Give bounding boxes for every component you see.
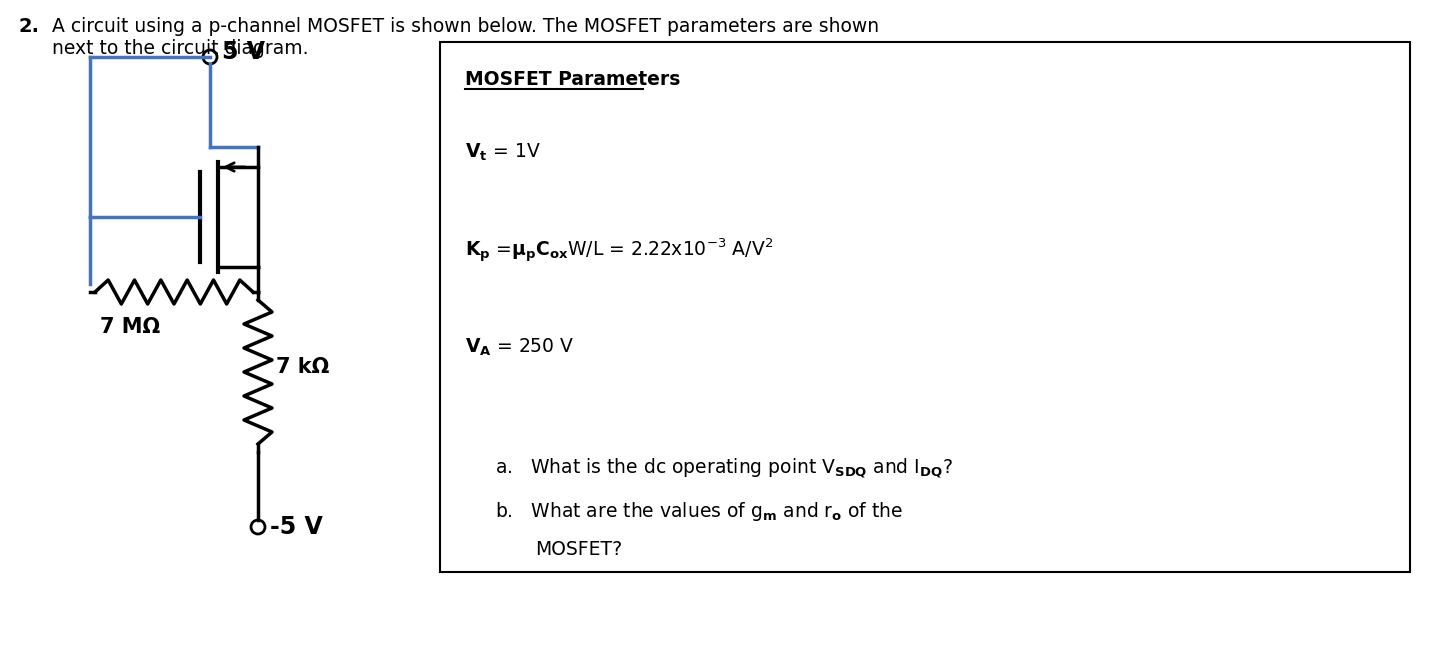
Text: MOSFET Parameters: MOSFET Parameters (464, 70, 680, 89)
Text: 7 kΩ: 7 kΩ (276, 357, 329, 377)
Text: next to the circuit diagram.: next to the circuit diagram. (51, 39, 309, 58)
Text: 5 V: 5 V (221, 40, 264, 64)
Text: 7 MΩ: 7 MΩ (100, 317, 160, 337)
Text: $\mathbf{V_A}$ = 250 V: $\mathbf{V_A}$ = 250 V (464, 337, 574, 358)
Text: -5 V: -5 V (270, 515, 323, 539)
Bar (440, 42, 1410, 572)
Text: a.   What is the dc operating point V$_\mathbf{SDQ}$ and I$_\mathbf{DQ}$?: a. What is the dc operating point V$_\ma… (494, 457, 953, 480)
Text: $\mathbf{V_t}$ = 1V: $\mathbf{V_t}$ = 1V (464, 142, 540, 163)
Text: $\mathbf{K_p}$ =$\mathbf{\mu_p C_{ox}}$W/L = 2.22x10$^{-3}$ A/V$^2$: $\mathbf{K_p}$ =$\mathbf{\mu_p C_{ox}}$W… (464, 237, 773, 265)
Text: A circuit using a p-channel MOSFET is shown below. The MOSFET parameters are sho: A circuit using a p-channel MOSFET is sh… (51, 17, 879, 36)
Text: 2.: 2. (19, 17, 39, 36)
Text: MOSFET?: MOSFET? (534, 540, 622, 559)
Text: b.   What are the values of g$_\mathbf{m}$ and r$_\mathbf{o}$ of the: b. What are the values of g$_\mathbf{m}$… (494, 500, 903, 523)
